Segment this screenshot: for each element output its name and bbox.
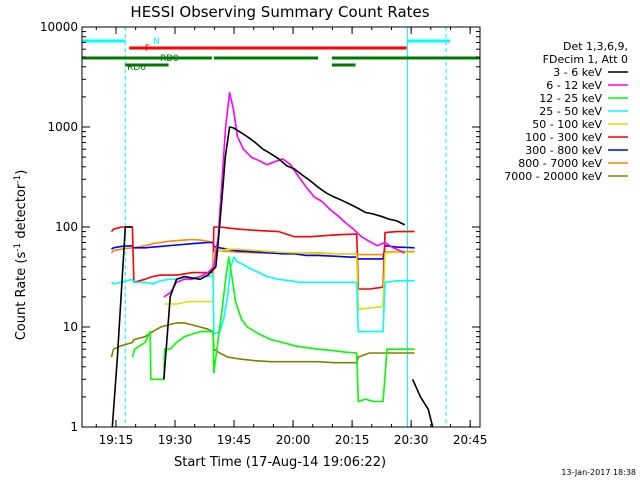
x-tick-label: 19:15 bbox=[99, 433, 134, 447]
y-tick-label: 100 bbox=[55, 220, 78, 234]
legend-label: 7000 - 20000 keV bbox=[504, 170, 602, 183]
legend-header-line: FDecim 1, Att 0 bbox=[543, 53, 628, 66]
series-line-3-6-kev bbox=[111, 126, 434, 427]
x-tick-label: 20:15 bbox=[335, 433, 370, 447]
series-line-6-12-kev bbox=[163, 92, 406, 298]
svg-text:Count Rate (s-1 detector-1): Count Rate (s-1 detector-1) bbox=[13, 170, 29, 341]
series-line-25-50-kev bbox=[111, 256, 415, 335]
legend-label: 800 - 7000 keV bbox=[518, 157, 602, 170]
legend-label: 100 - 300 keV bbox=[525, 131, 602, 144]
timestamp: 13-Jan-2017 18:38 bbox=[561, 468, 636, 477]
x-tick-label: 20:30 bbox=[394, 433, 429, 447]
saa_flag-label: F bbox=[145, 44, 150, 54]
rd0-label: RD0 bbox=[160, 54, 179, 64]
x-tick-label: 19:30 bbox=[158, 433, 193, 447]
y-axis-label: Count Rate (s-1 detector-1) bbox=[13, 170, 29, 341]
night-label: N bbox=[153, 37, 160, 47]
legend-label: 25 - 50 keV bbox=[539, 105, 602, 118]
plot-frame bbox=[81, 26, 481, 428]
x-tick-label: 20:00 bbox=[276, 433, 311, 447]
legend-label: 12 - 25 keV bbox=[539, 92, 602, 105]
y-tick-label: 10000 bbox=[40, 20, 78, 34]
legend-label: 3 - 6 keV bbox=[553, 66, 602, 79]
plot-area: NF RD0 RD6 bbox=[82, 27, 480, 427]
legend-label: 6 - 12 keV bbox=[546, 79, 602, 92]
y-tick-label: 1000 bbox=[47, 120, 78, 134]
y-tick-label: 10 bbox=[63, 320, 78, 334]
chart-title: HESSI Observing Summary Count Rates bbox=[130, 3, 429, 21]
series-line-50-100-kev bbox=[164, 248, 415, 311]
axes: 19:15 19:30 19:45 20:00 20:15 20:30 20:45 1 10 10… bbox=[40, 20, 488, 447]
x-tick-label: 20:45 bbox=[453, 433, 488, 447]
legend-header-line: Det 1,3,6,9, bbox=[563, 40, 628, 53]
rd6-label: RD6 bbox=[127, 63, 146, 73]
series-line-100-300-kev bbox=[110, 226, 415, 290]
x-tick-label: 19:45 bbox=[217, 433, 252, 447]
legend-label: 300 - 800 keV bbox=[525, 144, 602, 157]
legend-label: 50 - 100 keV bbox=[532, 118, 602, 131]
series-line-7000-20000-kev bbox=[110, 322, 415, 364]
y-tick-label: 1 bbox=[70, 420, 78, 434]
x-axis-label: Start Time (17-Aug-14 19:06:22) bbox=[174, 455, 386, 470]
